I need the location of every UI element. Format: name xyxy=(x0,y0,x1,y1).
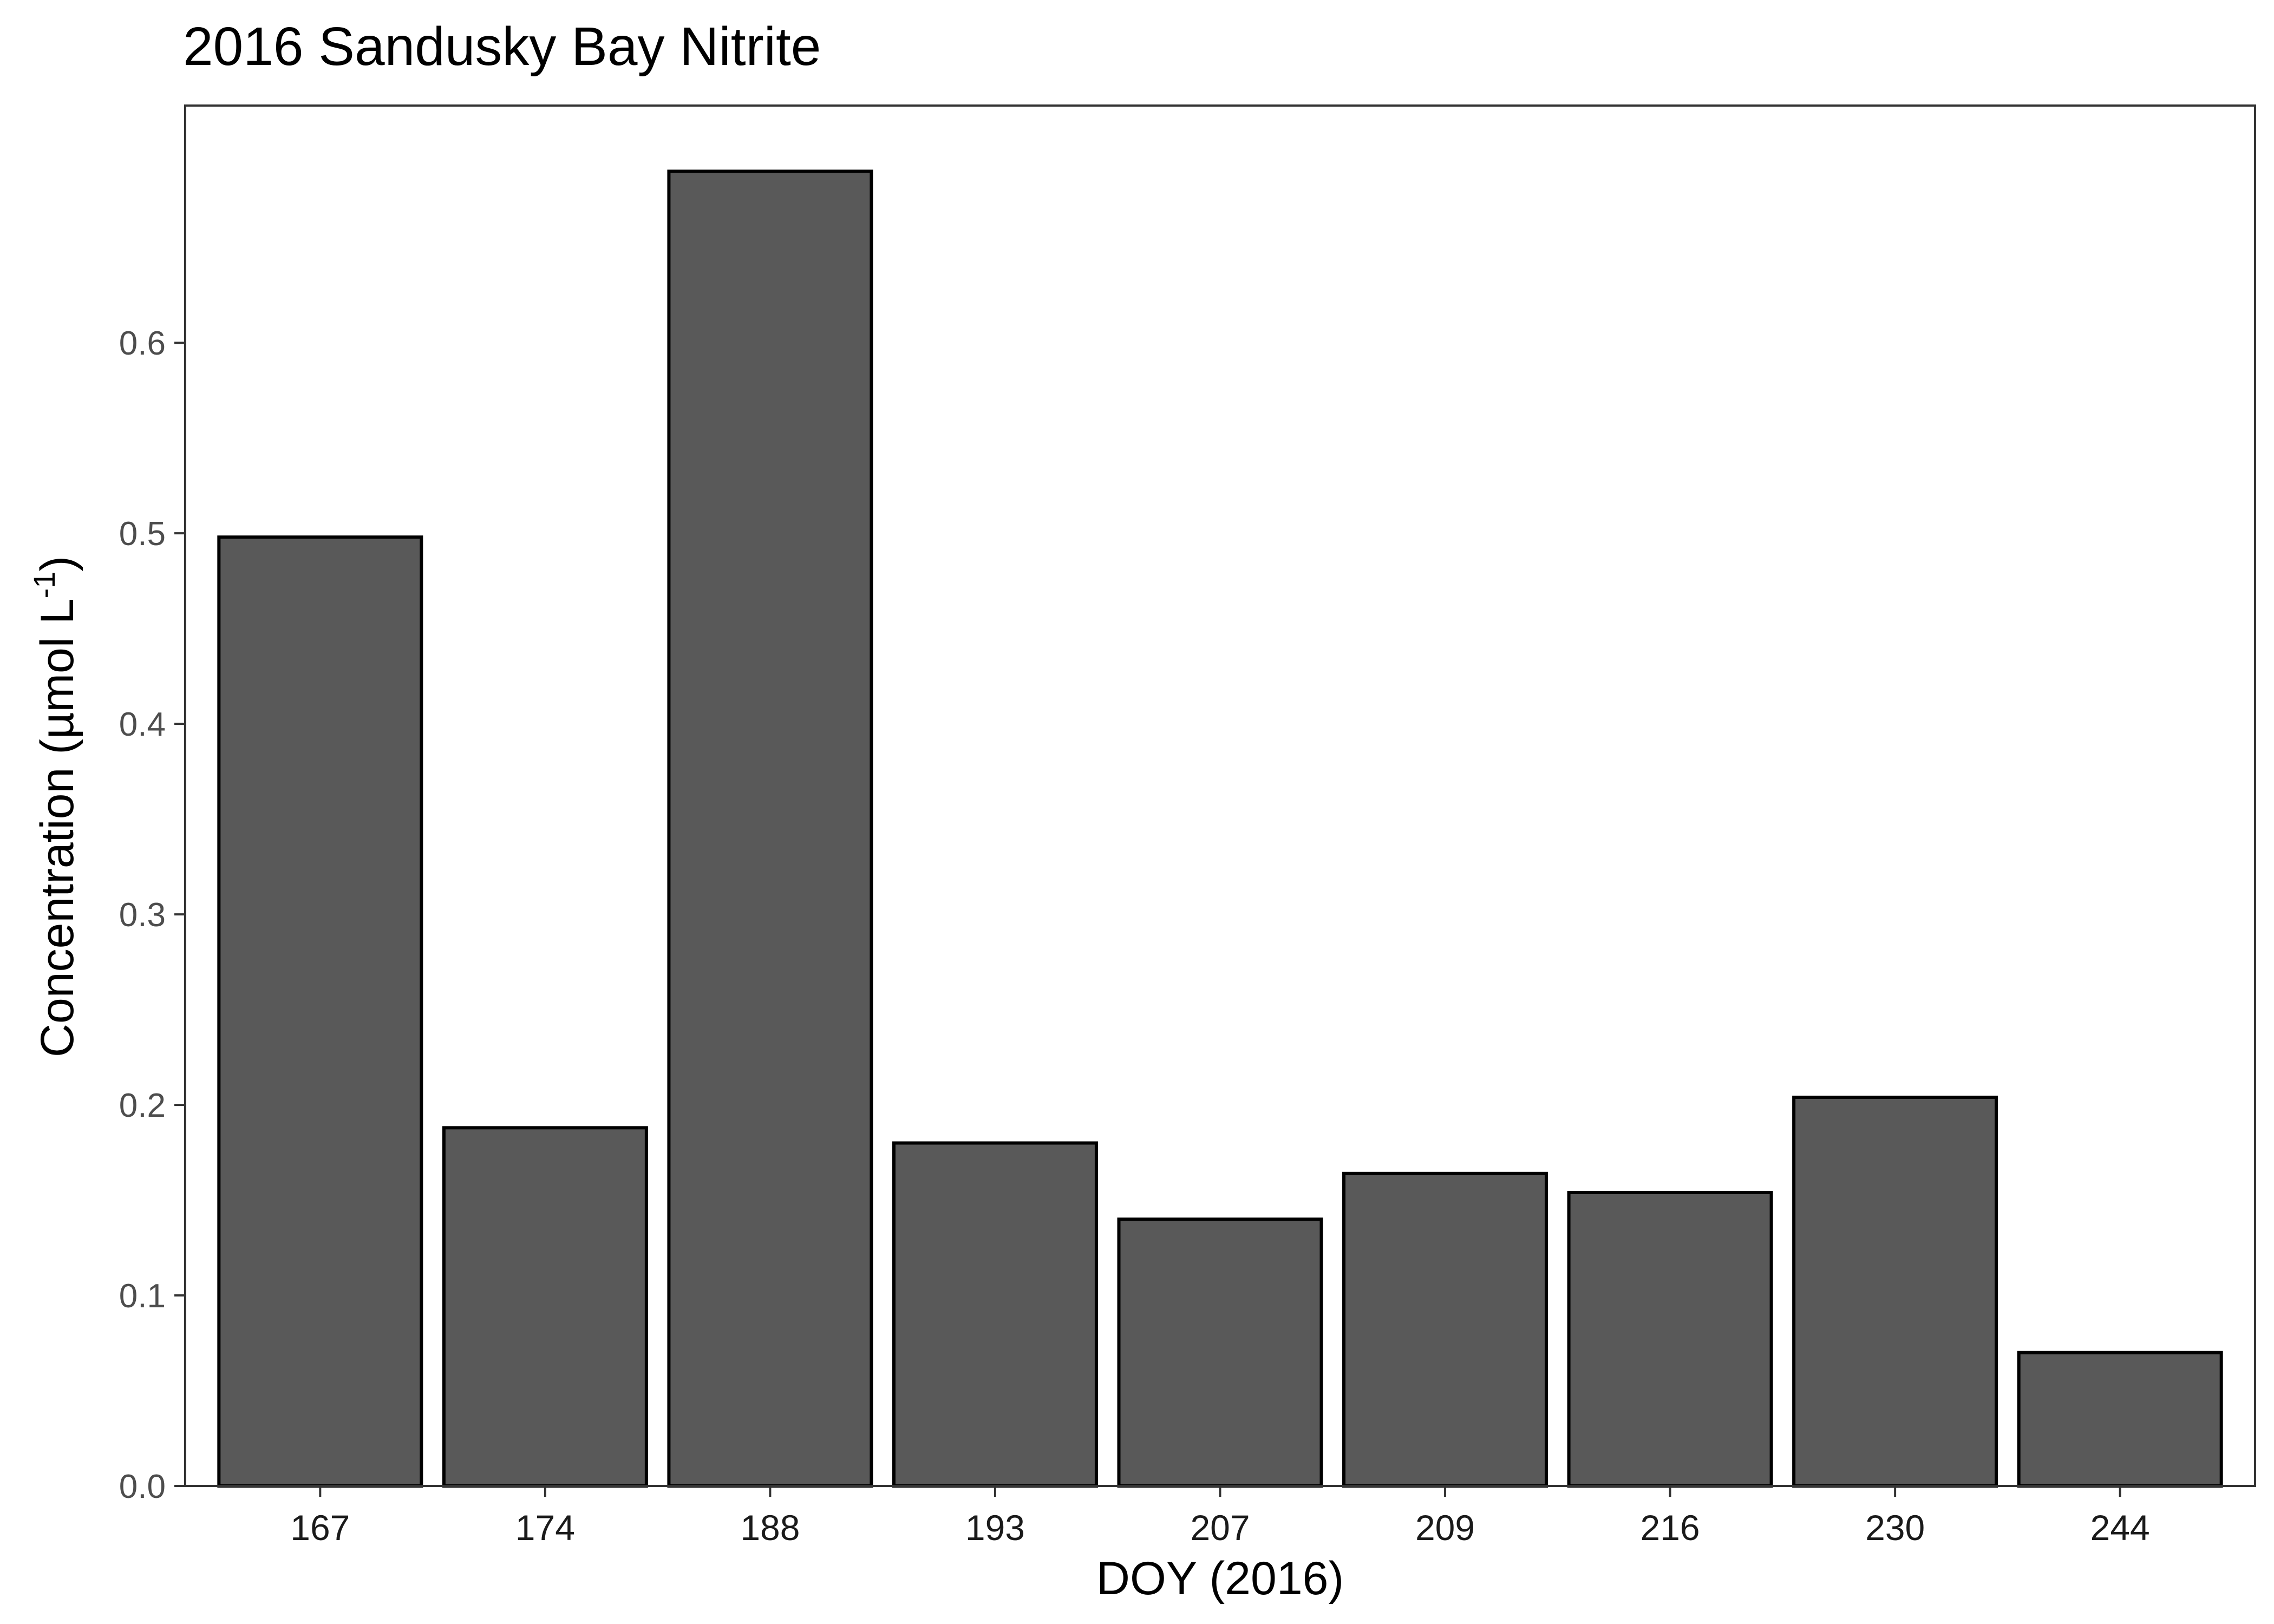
y-axis-label-superscript: -1 xyxy=(27,572,61,599)
x-axis-label: DOY (2016) xyxy=(1096,1553,1344,1605)
bar-216 xyxy=(1567,1190,1773,1488)
y-axis-label-main: Concentration (µmol L xyxy=(31,598,83,1057)
x-tick-label: 174 xyxy=(515,1508,575,1548)
y-tick-label: 0.0 xyxy=(119,1468,166,1505)
chart-title: 2016 Sandusky Bay Nitrite xyxy=(183,16,821,77)
bar-193 xyxy=(892,1141,1098,1488)
y-axis-label: Concentration (µmol L-1) xyxy=(27,556,83,1057)
x-tick-label: 216 xyxy=(1641,1508,1700,1548)
bar-209 xyxy=(1342,1171,1548,1488)
y-axis: 0.0 0.1 0.2 0.3 0.4 0.5 0.6 xyxy=(119,325,185,1505)
x-tick-label: 188 xyxy=(740,1508,800,1548)
x-axis: 167 174 188 193 207 209 216 230 244 xyxy=(290,1486,2150,1548)
bar-174 xyxy=(442,1126,648,1488)
x-tick-label: 244 xyxy=(2090,1508,2150,1548)
x-tick-label: 167 xyxy=(290,1508,350,1548)
y-tick-label: 0.4 xyxy=(119,706,166,743)
bar-244 xyxy=(2017,1351,2223,1488)
bar-207 xyxy=(1117,1217,1323,1488)
bar-230 xyxy=(1792,1095,1998,1488)
y-tick-label: 0.5 xyxy=(119,515,166,553)
y-tick-label: 0.2 xyxy=(119,1087,166,1124)
y-tick-label: 0.6 xyxy=(119,325,166,362)
x-tick-label: 193 xyxy=(965,1508,1025,1548)
bar-188 xyxy=(667,169,873,1488)
y-tick-label: 0.3 xyxy=(119,896,166,934)
bar-167 xyxy=(217,535,423,1488)
y-tick-label: 0.1 xyxy=(119,1278,166,1315)
x-tick-label: 230 xyxy=(1865,1508,1925,1548)
x-tick-label: 207 xyxy=(1190,1508,1250,1548)
panel-border xyxy=(184,104,2256,1487)
bars-group xyxy=(217,169,2223,1488)
x-tick-label: 209 xyxy=(1415,1508,1475,1548)
y-axis-label-close: ) xyxy=(31,556,83,572)
